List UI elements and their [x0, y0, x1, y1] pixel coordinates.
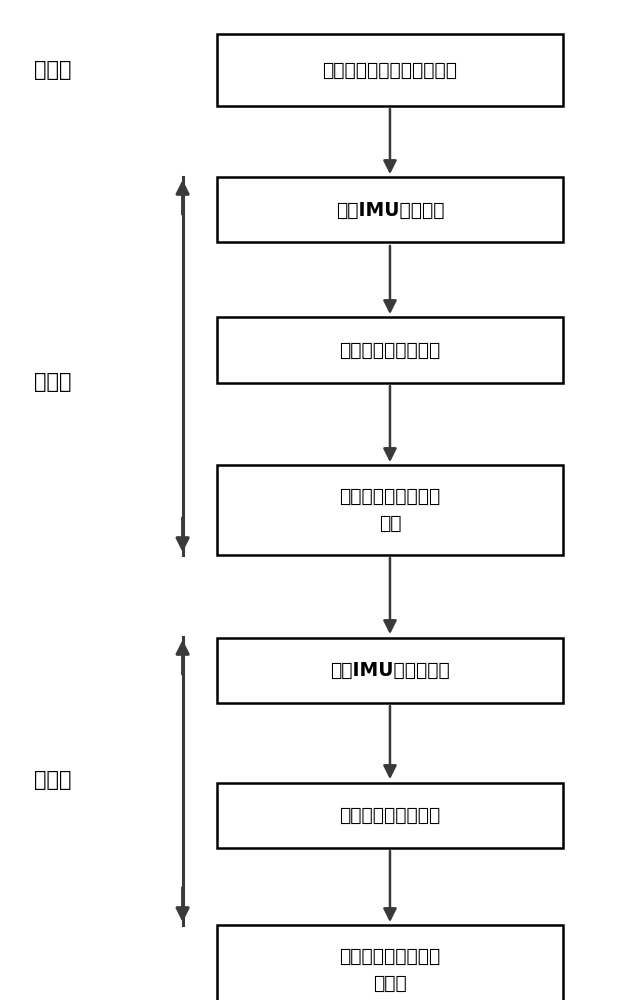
Bar [217, 318, 563, 382]
Text: 第一步: 第一步 [34, 60, 71, 80]
Bar [217, 34, 563, 106]
Text: 计算无人机旋转矩阵: 计算无人机旋转矩阵 [339, 340, 441, 360]
Text: 第二步: 第二步 [34, 372, 71, 392]
Text: 构建卡尔曼滤波器进
行去噪: 构建卡尔曼滤波器进 行去噪 [339, 947, 441, 993]
Bar [217, 638, 563, 702]
Bar [217, 925, 563, 1000]
Text: 获取IMU角速度数据: 获取IMU角速度数据 [330, 660, 450, 680]
Text: 将旋转矩阵叠加到定
位中: 将旋转矩阵叠加到定 位中 [339, 487, 441, 533]
Text: 设计基于视场角的定位算法: 设计基于视场角的定位算法 [322, 60, 457, 80]
Text: 第三步: 第三步 [34, 770, 71, 790]
Bar [217, 465, 563, 555]
Bar [217, 782, 563, 848]
Text: 获取IMU位姿数据: 获取IMU位姿数据 [335, 200, 444, 220]
Text: 求解角速度更新公式: 求解角速度更新公式 [339, 806, 441, 824]
Bar [217, 178, 563, 242]
